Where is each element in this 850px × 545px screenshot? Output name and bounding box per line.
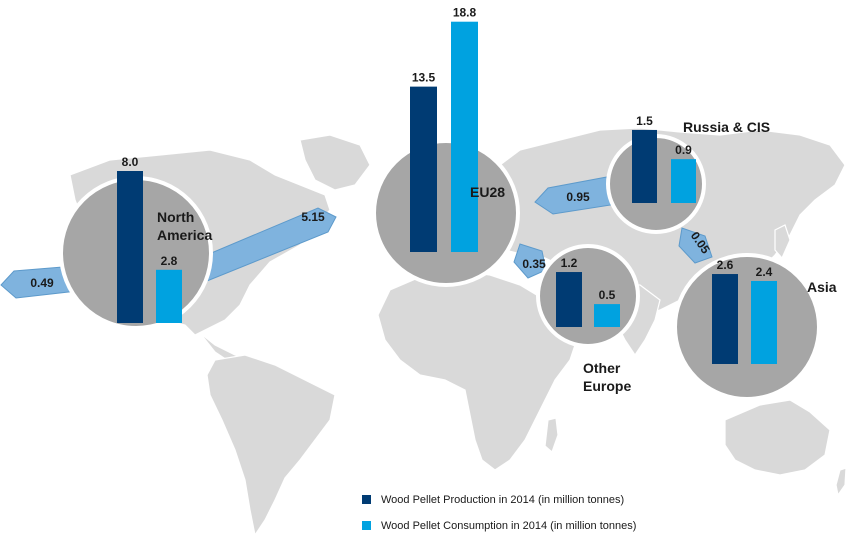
bar-production [117, 171, 143, 323]
legend-swatch-production [362, 495, 371, 504]
bar-production [632, 129, 657, 203]
flow-label: 5.15 [301, 210, 325, 224]
flow-label: 0.49 [30, 276, 54, 290]
value-label-consumption: 0.9 [675, 143, 692, 157]
bar-consumption [671, 159, 696, 203]
flow-arrow-russia-to-eu: 0.95 [534, 175, 618, 215]
region-name: Other [583, 360, 621, 376]
region-charts: 8.0 2.8 North America 13.5 18.8 EU28 1.5 0.9 Russ… [59, 6, 837, 401]
region-north-america: 8.0 2.8 North America [59, 155, 213, 330]
value-label-consumption: 2.4 [756, 265, 773, 279]
region-russia-cis: 1.5 0.9 Russia & CIS [606, 114, 770, 234]
trade-flows: 0.49 5.15 0.95 0.35 0.05 [0, 175, 713, 299]
legend-swatch-consumption [362, 521, 371, 530]
region-eu28: 13.5 18.8 EU28 [372, 6, 520, 287]
land-madagascar [544, 417, 559, 454]
legend: Wood Pellet Production in 2014 (in milli… [362, 494, 636, 532]
flow-arrow-other-europe-to-eu: 0.35 [513, 243, 547, 279]
land-new-zealand [835, 467, 847, 497]
bar-consumption [751, 280, 777, 364]
region-other-europe: 1.2 0.5 Other Europe [536, 244, 640, 394]
legend-label-production: Wood Pellet Production in 2014 (in milli… [381, 494, 624, 506]
legend-label-consumption: Wood Pellet Consumption in 2014 (in mill… [381, 520, 636, 532]
land-japan [774, 224, 791, 260]
region-name-line2: America [157, 227, 212, 243]
region-name: EU28 [470, 184, 505, 200]
region-bubble [536, 244, 640, 348]
value-label-consumption: 2.8 [161, 254, 178, 268]
land-australia [724, 399, 831, 476]
value-label-production: 13.5 [412, 71, 436, 85]
value-label-consumption: 18.8 [453, 6, 477, 20]
legend-item-consumption: Wood Pellet Consumption in 2014 (in mill… [362, 520, 636, 532]
land-greenland [299, 134, 371, 191]
region-bubble [673, 253, 821, 401]
legend-item-production: Wood Pellet Production in 2014 (in milli… [362, 494, 624, 506]
bar-production [712, 274, 738, 364]
value-label-production: 2.6 [717, 258, 734, 272]
region-asia: 2.6 2.4 Asia [673, 253, 837, 401]
region-bubble [372, 139, 520, 287]
bar-production [410, 86, 437, 252]
value-label-production: 1.2 [561, 256, 578, 270]
land-africa [377, 269, 576, 471]
land-south-america [206, 354, 336, 537]
region-name-line2: Europe [583, 378, 631, 394]
bar-consumption [451, 21, 478, 253]
flow-label: 0.95 [566, 190, 590, 204]
region-name: Asia [807, 279, 837, 295]
region-name: Russia & CIS [683, 119, 770, 135]
bar-consumption [156, 269, 182, 323]
bar-production [556, 272, 582, 327]
region-name: North [157, 209, 194, 225]
flow-label: 0.35 [522, 257, 546, 271]
value-label-production: 8.0 [122, 155, 139, 169]
value-label-consumption: 0.5 [599, 288, 616, 302]
bar-consumption [594, 304, 620, 327]
value-label-production: 1.5 [636, 114, 653, 128]
